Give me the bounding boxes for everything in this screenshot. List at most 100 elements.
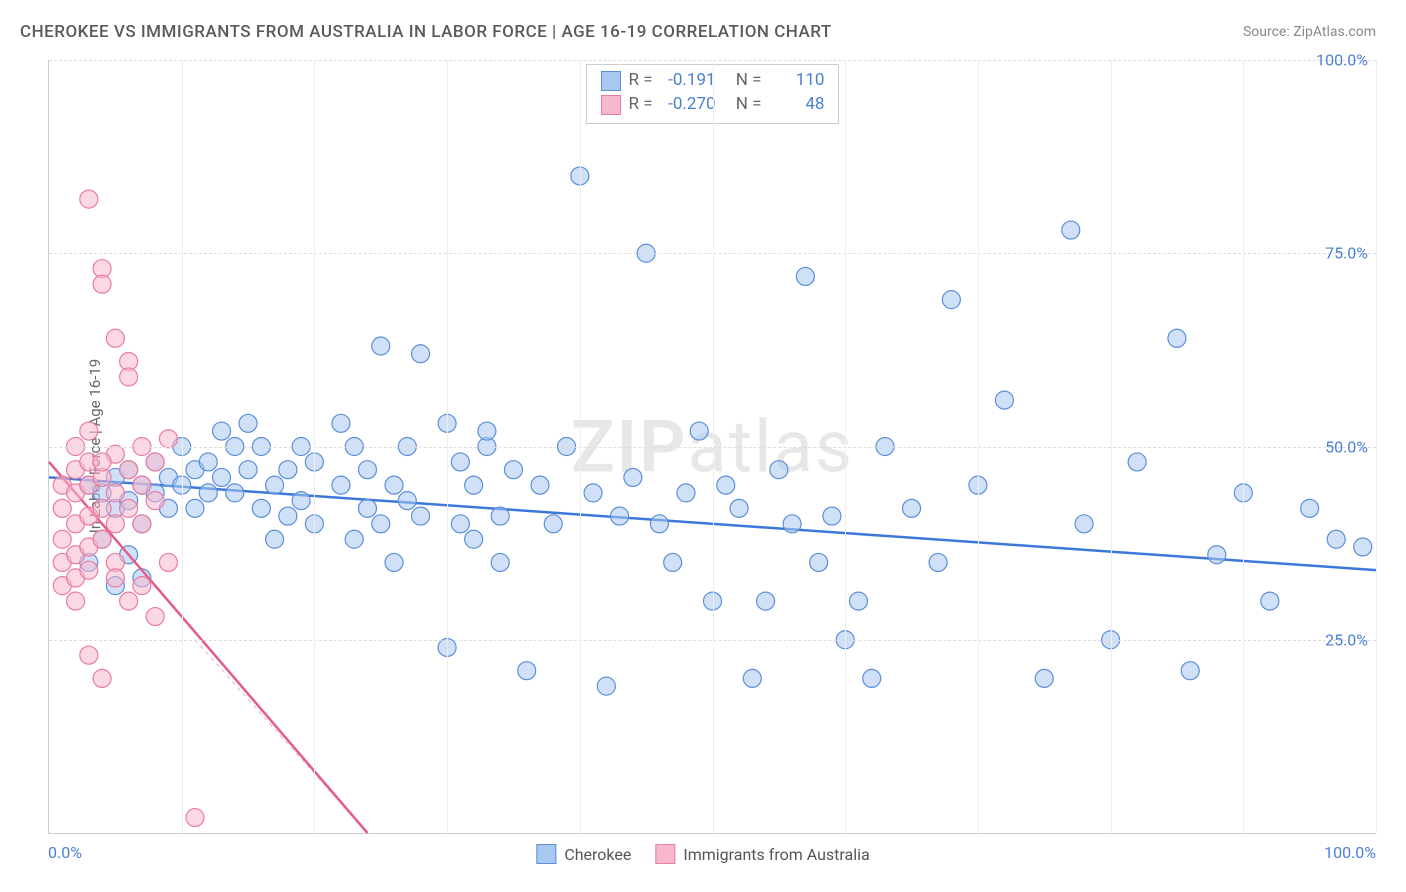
data-point — [1128, 453, 1146, 471]
data-point — [345, 530, 363, 548]
data-point — [80, 190, 98, 208]
data-point — [146, 608, 164, 626]
data-point — [279, 507, 297, 525]
y-tick-label: 100.0% — [1316, 51, 1368, 70]
data-point — [611, 507, 629, 525]
data-point — [266, 530, 284, 548]
data-point — [332, 414, 350, 432]
r-label: R = — [629, 93, 653, 117]
source-attribution: Source: ZipAtlas.com — [1243, 24, 1376, 40]
data-point — [159, 553, 177, 571]
data-point — [239, 414, 257, 432]
data-point — [597, 677, 615, 695]
data-point — [849, 592, 867, 610]
data-point — [372, 515, 390, 533]
n-label: N = — [736, 93, 762, 117]
data-point — [106, 515, 124, 533]
data-point — [133, 476, 151, 494]
data-point — [93, 275, 111, 293]
data-point — [518, 662, 536, 680]
data-point — [213, 468, 231, 486]
data-point — [544, 515, 562, 533]
data-point — [531, 476, 549, 494]
data-point — [146, 453, 164, 471]
data-point — [942, 291, 960, 309]
data-point — [385, 476, 403, 494]
data-point — [783, 515, 801, 533]
data-point — [810, 553, 828, 571]
data-point — [199, 453, 217, 471]
n-value-series1: 110 — [769, 69, 824, 93]
source-link[interactable]: ZipAtlas.com — [1293, 24, 1376, 40]
data-point — [53, 530, 71, 548]
data-point — [491, 507, 509, 525]
data-point — [266, 476, 284, 494]
data-point — [624, 468, 642, 486]
data-point — [106, 569, 124, 587]
data-point — [358, 499, 376, 517]
data-point — [451, 515, 469, 533]
r-label: R = — [629, 69, 653, 93]
data-point — [863, 669, 881, 687]
data-point — [730, 499, 748, 517]
n-label: N = — [736, 69, 762, 93]
data-point — [93, 530, 111, 548]
data-point — [252, 499, 270, 517]
y-tick-label: 25.0% — [1325, 630, 1368, 649]
r-value-series2: -0.270 — [661, 93, 716, 117]
x-axis-max-label: 100.0% — [1324, 843, 1376, 862]
data-point — [1301, 499, 1319, 517]
r-value-series1: -0.191 — [661, 69, 716, 93]
chart-title: CHEROKEE VS IMMIGRANTS FROM AUSTRALIA IN… — [20, 22, 832, 42]
data-point — [120, 499, 138, 517]
data-point — [929, 553, 947, 571]
data-point — [213, 422, 231, 440]
data-point — [80, 561, 98, 579]
data-point — [146, 492, 164, 510]
data-point — [186, 499, 204, 517]
data-point — [412, 507, 430, 525]
legend-item-series2: Immigrants from Australia — [655, 844, 869, 864]
data-point — [1075, 515, 1093, 533]
data-point — [491, 553, 509, 571]
legend-swatch-series1 — [536, 844, 556, 864]
legend-label-series1: Cherokee — [564, 845, 631, 864]
data-point — [279, 461, 297, 479]
data-point — [717, 476, 735, 494]
data-point — [412, 345, 430, 363]
data-point — [465, 530, 483, 548]
y-tick-label: 75.0% — [1325, 244, 1368, 263]
data-point — [186, 809, 204, 827]
chart-plot-area: ZIPatlas R = -0.191 N = 110 R = -0.270 N… — [48, 60, 1376, 834]
data-point — [80, 422, 98, 440]
swatch-series2 — [601, 95, 621, 115]
y-tick-label: 50.0% — [1325, 437, 1368, 456]
data-point — [93, 499, 111, 517]
data-point — [1261, 592, 1279, 610]
data-point — [796, 267, 814, 285]
data-point — [159, 430, 177, 448]
data-point — [1181, 662, 1199, 680]
data-point — [80, 646, 98, 664]
data-point — [451, 453, 469, 471]
legend: Cherokee Immigrants from Australia — [536, 844, 869, 864]
data-point — [504, 461, 522, 479]
data-point — [1208, 546, 1226, 564]
data-point — [398, 492, 416, 510]
data-point — [133, 515, 151, 533]
data-point — [823, 507, 841, 525]
data-point — [93, 669, 111, 687]
swatch-series1 — [601, 71, 621, 91]
data-point — [133, 577, 151, 595]
data-point — [67, 592, 85, 610]
data-point — [358, 461, 376, 479]
data-point — [995, 391, 1013, 409]
data-point — [584, 484, 602, 502]
data-point — [743, 669, 761, 687]
data-point — [385, 553, 403, 571]
data-point — [478, 422, 496, 440]
data-point — [53, 499, 71, 517]
data-point — [1168, 329, 1186, 347]
data-point — [664, 553, 682, 571]
data-point — [239, 461, 257, 479]
